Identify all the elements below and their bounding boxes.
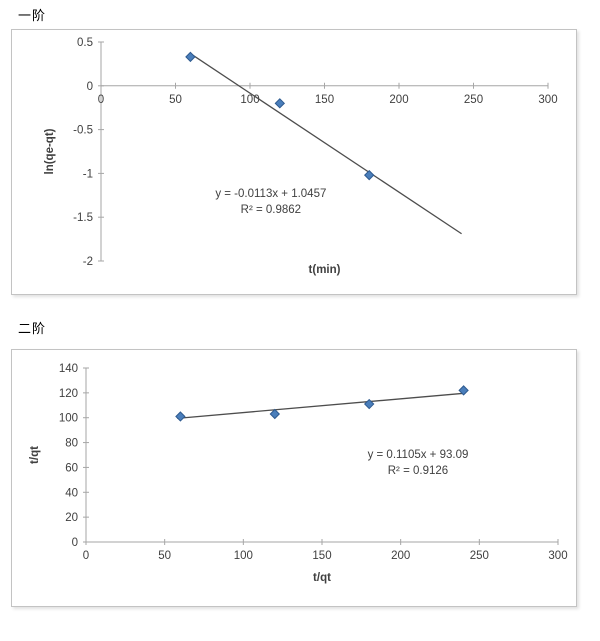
x-tick-label: 100	[240, 94, 259, 106]
trendline-r-squared: R² = 0.9862	[241, 204, 301, 216]
x-tick-label: 100	[234, 550, 253, 562]
data-point-marker	[175, 411, 186, 422]
y-tick-label: 80	[65, 438, 78, 450]
y-tick-label: 20	[65, 512, 78, 524]
trend-line	[190, 53, 462, 235]
chart-1-container: 0 50 100 150 200 250 300 0.5 0 -0.5 -1 -1.5 -2 y = -0…	[11, 29, 577, 295]
chart-2-container: 0 50 100 150 200 250 300 0 20 40 60 80 100 120 140 y = …	[11, 349, 577, 607]
y-axis-title: t/qt	[29, 446, 41, 464]
data-point-marker	[185, 51, 196, 63]
y-tick-label: 60	[65, 462, 78, 474]
chart-2-section-title: 二阶	[18, 321, 47, 336]
x-tick-label: 200	[391, 550, 410, 562]
y-tick-label: -1.5	[73, 212, 93, 224]
x-tick-label: 200	[389, 94, 408, 106]
y-tick-label: 120	[59, 388, 78, 400]
y-tick-label: -1	[83, 168, 93, 180]
y-tick-label: 140	[59, 363, 78, 375]
y-tick-label: 40	[65, 487, 78, 499]
data-point-marker	[363, 169, 375, 181]
y-tick-label: 0	[87, 81, 93, 93]
x-tick-label: 150	[315, 94, 334, 106]
second-order-scatter-chart: 0 50 100 150 200 250 300 0 20 40 60 80 100 120 140 y = …	[29, 363, 568, 584]
y-tick-label: 100	[59, 413, 78, 425]
x-tick-label: 50	[169, 94, 182, 106]
x-tick-label: 300	[538, 94, 557, 106]
y-tick-label: -2	[83, 256, 93, 268]
trendline-equation: y = -0.0113x + 1.0457	[215, 188, 326, 200]
x-tick-label: 0	[83, 550, 89, 562]
chart-1-section-title: 一阶	[18, 8, 47, 23]
y-tick-label: 0	[72, 537, 78, 549]
y-axis-title: ln(qe-qt)	[44, 128, 56, 174]
x-tick-label: 150	[312, 550, 331, 562]
x-tick-label: 50	[158, 550, 171, 562]
y-tick-label: -0.5	[73, 125, 93, 137]
x-axis-title: t/qt	[313, 572, 331, 584]
data-point-marker	[269, 408, 281, 420]
trendline-equation: y = 0.1105x + 93.09	[368, 449, 469, 461]
y-tick-label: 0.5	[77, 37, 93, 49]
x-tick-label: 250	[464, 94, 483, 106]
first-order-scatter-chart: 0 50 100 150 200 250 300 0.5 0 -0.5 -1 -1.5 -2 y = -0…	[44, 37, 558, 276]
trend-line	[177, 392, 466, 419]
data-point-marker	[363, 398, 375, 410]
trendline-r-squared: R² = 0.9126	[388, 465, 448, 477]
x-tick-label: 250	[470, 550, 489, 562]
data-point-marker	[274, 98, 286, 109]
x-tick-label: 300	[548, 550, 567, 562]
data-point-marker	[458, 385, 469, 396]
x-tick-label: 0	[98, 94, 104, 106]
x-axis-title: t(min)	[309, 264, 341, 276]
